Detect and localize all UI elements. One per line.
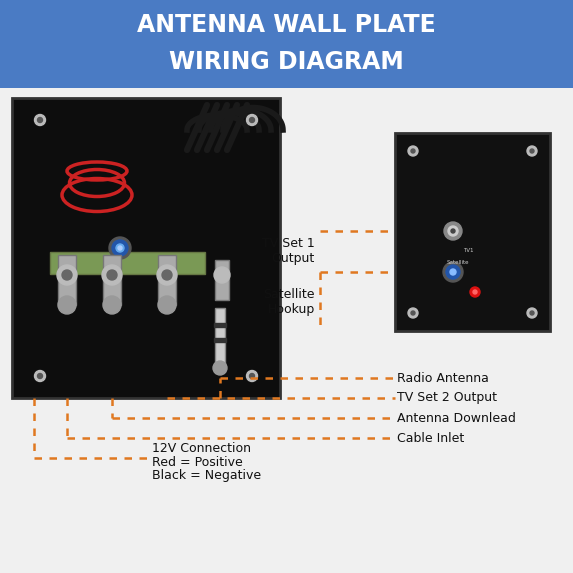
Bar	[12, 98, 280, 398]
Circle shape	[411, 311, 415, 315]
Bar	[214, 338, 226, 342]
Circle shape	[249, 117, 254, 123]
Bar	[214, 323, 226, 327]
Circle shape	[451, 229, 455, 233]
Text: Satellite
Hookup: Satellite Hookup	[264, 288, 315, 316]
Text: WIRING DIAGRAM: WIRING DIAGRAM	[169, 50, 404, 74]
Circle shape	[450, 269, 456, 275]
Text: Red = Positive: Red = Positive	[152, 456, 243, 469]
Circle shape	[102, 265, 122, 285]
Bar	[0, 0, 573, 88]
Circle shape	[448, 226, 458, 236]
Circle shape	[411, 149, 415, 153]
Text: Satellite: Satellite	[447, 260, 469, 265]
Circle shape	[473, 290, 477, 294]
Circle shape	[57, 265, 77, 285]
Circle shape	[530, 311, 534, 315]
Bar	[50, 252, 205, 274]
Bar	[215, 308, 225, 368]
Circle shape	[530, 149, 534, 153]
Circle shape	[37, 117, 42, 123]
Circle shape	[249, 374, 254, 379]
Circle shape	[116, 244, 124, 252]
Text: ANTENNA WALL PLATE: ANTENNA WALL PLATE	[137, 13, 436, 37]
Text: 12V Connection: 12V Connection	[152, 442, 251, 454]
Bar	[215, 260, 229, 300]
Circle shape	[527, 308, 537, 318]
Circle shape	[62, 270, 72, 280]
Text: Radio Antenna: Radio Antenna	[397, 371, 489, 384]
Circle shape	[107, 270, 117, 280]
Circle shape	[34, 115, 45, 125]
Text: TV Set 2 Output: TV Set 2 Output	[397, 391, 497, 405]
Circle shape	[118, 246, 122, 250]
Text: Cable Inlet: Cable Inlet	[397, 431, 464, 445]
Text: TV1: TV1	[463, 249, 473, 253]
Text: Antenna Downlead: Antenna Downlead	[397, 411, 516, 425]
Circle shape	[112, 240, 128, 256]
Circle shape	[157, 265, 177, 285]
Circle shape	[214, 267, 230, 283]
Bar	[158, 255, 176, 305]
Circle shape	[408, 146, 418, 156]
Circle shape	[246, 115, 257, 125]
Text: Black = Negative: Black = Negative	[152, 469, 261, 482]
Circle shape	[58, 296, 76, 314]
Circle shape	[246, 371, 257, 382]
Circle shape	[109, 237, 131, 259]
Circle shape	[213, 361, 227, 375]
Circle shape	[162, 270, 172, 280]
Circle shape	[527, 146, 537, 156]
Bar	[58, 255, 76, 305]
Circle shape	[37, 374, 42, 379]
Circle shape	[444, 222, 462, 240]
Circle shape	[470, 287, 480, 297]
Circle shape	[158, 296, 176, 314]
Text: TV Set 1
Output: TV Set 1 Output	[262, 237, 315, 265]
Circle shape	[408, 308, 418, 318]
Bar	[395, 133, 550, 331]
Circle shape	[34, 371, 45, 382]
Circle shape	[446, 265, 460, 279]
Circle shape	[103, 296, 121, 314]
Bar	[103, 255, 121, 305]
Circle shape	[443, 262, 463, 282]
